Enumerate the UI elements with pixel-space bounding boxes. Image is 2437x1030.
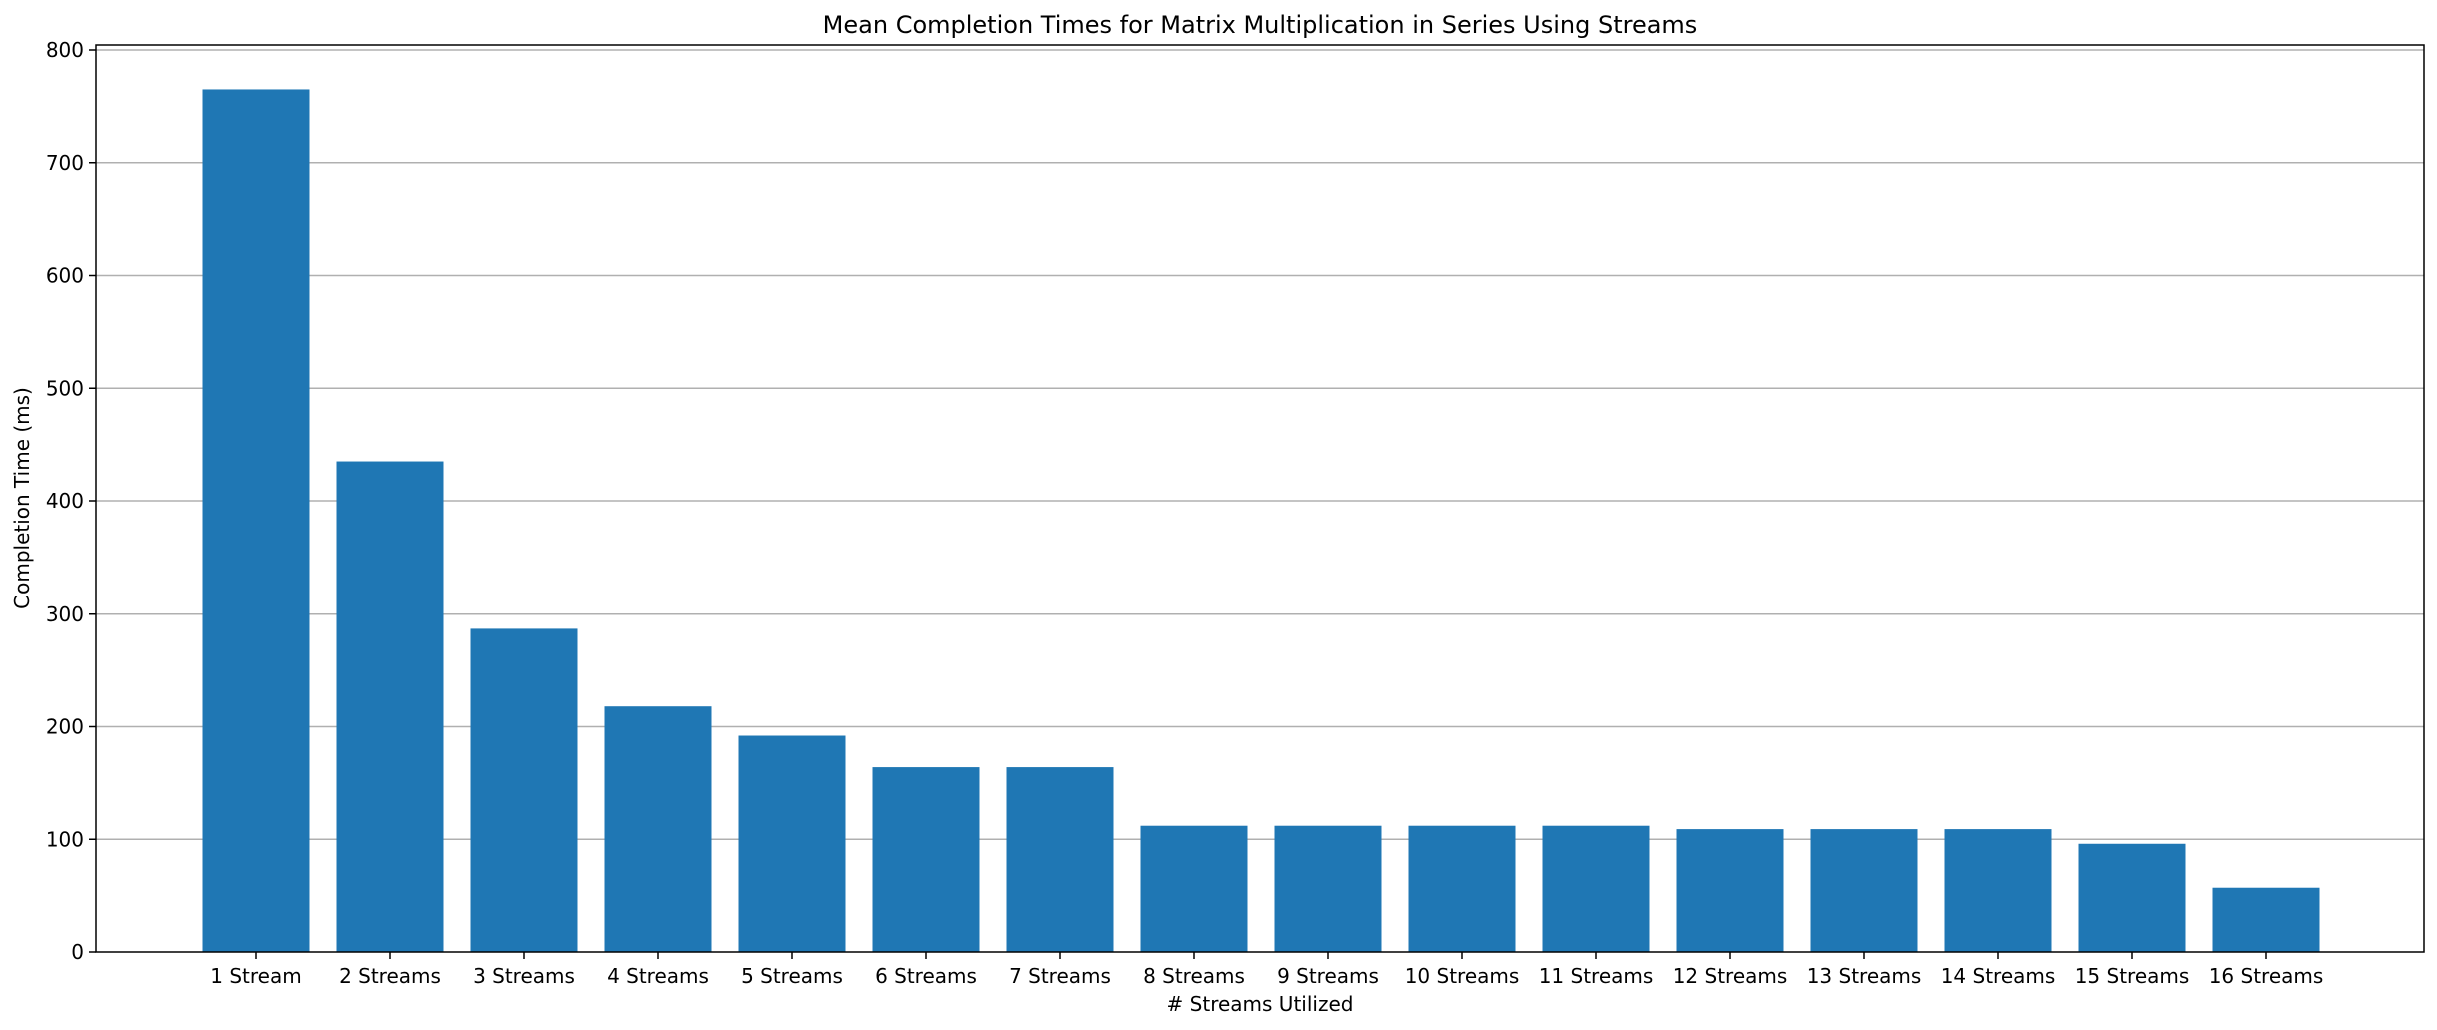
bar xyxy=(1408,825,1516,952)
bar xyxy=(1542,825,1650,952)
x-tick-label: 13 Streams xyxy=(1807,964,1922,988)
y-axis: 0 100 200 300 400 500 600 700 800 xyxy=(46,38,96,964)
x-tick-label: 3 Streams xyxy=(473,964,575,988)
y-tick-label: 800 xyxy=(46,38,84,62)
chart-title: Mean Completion Times for Matrix Multipl… xyxy=(823,11,1698,39)
x-axis-label: # Streams Utilized xyxy=(1167,992,1354,1016)
bar xyxy=(604,706,712,952)
bar xyxy=(202,89,310,952)
x-tick-label: 16 Streams xyxy=(2209,964,2324,988)
y-axis-label: Completion Time (ms) xyxy=(10,387,34,609)
x-tick-label: 1 Stream xyxy=(210,964,301,988)
y-tick-label: 300 xyxy=(46,602,84,626)
x-tick-label: 6 Streams xyxy=(875,964,977,988)
bar xyxy=(1006,767,1114,952)
bar xyxy=(336,461,444,952)
x-tick-label: 2 Streams xyxy=(339,964,441,988)
y-tick-label: 600 xyxy=(46,264,84,288)
bar xyxy=(872,767,980,952)
bar xyxy=(2212,887,2320,952)
bar xyxy=(2078,843,2186,952)
bar xyxy=(1944,829,2052,952)
y-tick-label: 0 xyxy=(71,940,84,964)
x-tick-label: 4 Streams xyxy=(607,964,709,988)
y-tick-label: 700 xyxy=(46,151,84,175)
x-axis: 1 Stream 2 Streams 3 Streams 4 Streams 5 Str… xyxy=(210,952,2323,988)
x-tick-label: 8 Streams xyxy=(1143,964,1245,988)
bar xyxy=(1274,825,1382,952)
y-tick-label: 100 xyxy=(46,827,84,851)
bar xyxy=(1676,829,1784,952)
bar xyxy=(470,628,578,952)
plot-frame xyxy=(95,44,2425,953)
x-tick-label: 5 Streams xyxy=(741,964,843,988)
y-tick-label: 500 xyxy=(46,376,84,400)
x-tick-label: 7 Streams xyxy=(1009,964,1111,988)
y-tick-label: 200 xyxy=(46,715,84,739)
y-tick-label: 400 xyxy=(46,489,84,513)
x-tick-label: 10 Streams xyxy=(1405,964,1520,988)
x-tick-label: 11 Streams xyxy=(1539,964,1654,988)
x-tick-label: 14 Streams xyxy=(1941,964,2056,988)
bar xyxy=(1140,825,1248,952)
bar xyxy=(738,735,846,952)
x-tick-label: 12 Streams xyxy=(1673,964,1788,988)
x-tick-label: 9 Streams xyxy=(1277,964,1379,988)
bars xyxy=(202,89,2320,952)
x-tick-label: 15 Streams xyxy=(2075,964,2190,988)
y-gridlines xyxy=(96,49,2424,840)
bar xyxy=(1810,829,1918,952)
